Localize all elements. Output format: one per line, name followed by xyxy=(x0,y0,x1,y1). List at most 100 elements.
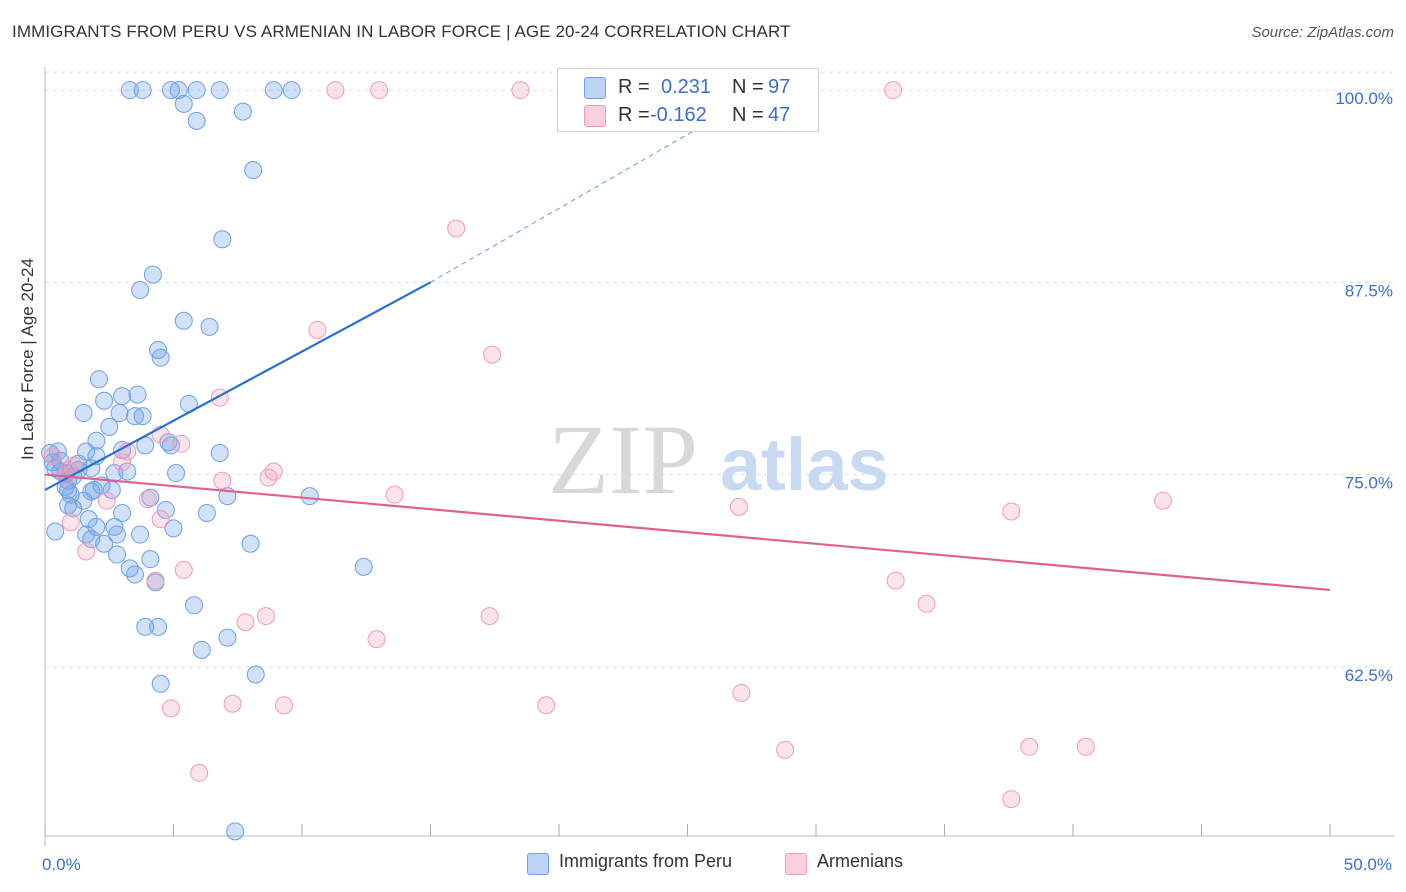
y-tick-label: 87.5% xyxy=(1345,281,1393,300)
armenian-point xyxy=(537,696,556,715)
peru-point xyxy=(151,348,170,367)
peru-point xyxy=(89,370,108,389)
source-credit: Source: ZipAtlas.com xyxy=(1251,24,1394,41)
peru-point xyxy=(241,534,260,553)
peru-point xyxy=(107,525,126,544)
peru-point xyxy=(197,504,216,523)
peru-point xyxy=(264,81,283,100)
armenian-point xyxy=(275,696,294,715)
trend-lines xyxy=(44,89,1331,592)
armenian-point xyxy=(97,491,116,510)
armenian-point xyxy=(1020,737,1039,756)
armenian-point xyxy=(236,613,255,632)
x-tick-label: 0.0% xyxy=(42,855,81,874)
peru-point xyxy=(133,407,152,426)
legend-r-label: R = xyxy=(618,76,650,98)
armenian-point xyxy=(138,490,157,509)
peru-point xyxy=(210,444,229,463)
peru-point xyxy=(233,102,252,121)
watermark-zip: ZIP xyxy=(548,404,698,515)
peru-point xyxy=(192,640,211,659)
armenian-point xyxy=(257,607,276,626)
peru-point xyxy=(125,565,144,584)
peru-point xyxy=(141,550,160,569)
peru-point xyxy=(74,404,93,423)
peru-point xyxy=(95,534,114,553)
peru-legend-swatch xyxy=(527,853,549,875)
armenian-swatch xyxy=(584,105,606,127)
armenian-point xyxy=(1002,502,1021,521)
peru-point xyxy=(79,510,98,529)
watermark-atlas: atlas xyxy=(720,423,889,506)
y-tick-label: 75.0% xyxy=(1345,474,1393,493)
peru-point xyxy=(128,385,147,404)
legend-row-peru: R = 0.231 N = 97 xyxy=(558,72,818,102)
peru-point xyxy=(143,265,162,284)
armenian-point xyxy=(190,763,209,782)
armenian-point xyxy=(308,320,327,339)
armenian-point xyxy=(483,345,502,364)
peru-point xyxy=(125,407,144,426)
peru-point xyxy=(187,81,206,100)
peru-points xyxy=(41,81,373,841)
peru-point xyxy=(149,617,168,636)
peru-point xyxy=(213,230,232,249)
armenian-point xyxy=(1153,491,1172,510)
armenian-point xyxy=(77,542,96,561)
legend-row-armenian: R = -0.162 N = 47 xyxy=(558,100,818,130)
peru-point xyxy=(200,317,219,336)
armenian-point xyxy=(259,468,278,487)
peru-point xyxy=(156,500,175,519)
peru-point xyxy=(131,525,150,544)
armenian-point xyxy=(151,510,170,529)
armenian-point xyxy=(113,453,132,472)
peru-point xyxy=(46,522,65,541)
armenian-point xyxy=(884,81,903,100)
peru-point xyxy=(174,94,193,113)
armenian-point xyxy=(447,219,466,238)
armenian-point xyxy=(732,683,751,702)
peru-point xyxy=(354,557,373,576)
peru-point xyxy=(113,504,132,523)
peru-point xyxy=(300,487,319,506)
y-tick-label: 62.5% xyxy=(1345,666,1393,685)
peru-point xyxy=(226,822,245,841)
peru-point xyxy=(100,417,119,436)
peru-point xyxy=(131,281,150,300)
armenian-legend-label: Armenians xyxy=(817,851,904,871)
peru-point xyxy=(218,628,237,647)
armenian-point xyxy=(917,594,936,613)
armenian-point xyxy=(1002,790,1021,809)
legend-n-label: N = xyxy=(732,104,764,126)
armenian-point xyxy=(776,740,795,759)
peru-point xyxy=(118,462,137,481)
peru-point xyxy=(174,311,193,330)
peru-legend-label: Immigrants from Peru xyxy=(559,851,733,871)
tick-labels: 100.0% 87.5% 75.0% 62.5% 0.0% 50.0% xyxy=(42,89,1393,874)
armenian-point xyxy=(161,699,180,718)
peru-point xyxy=(136,617,155,636)
armenian-point xyxy=(174,560,193,579)
legend-r-value: 0.231 xyxy=(661,76,712,98)
armenian-trend-line xyxy=(44,473,1331,592)
peru-point xyxy=(59,480,78,499)
peru-point xyxy=(169,81,188,100)
peru-swatch xyxy=(584,77,606,99)
armenian-point xyxy=(886,571,905,590)
x-tick-label: 50.0% xyxy=(1344,855,1392,874)
correlation-legend: R = 0.231 N = 97 R = -0.162 N = 47 xyxy=(557,68,819,132)
armenian-point xyxy=(729,497,748,516)
chart-title: IMMIGRANTS FROM PERU VS ARMENIAN IN LABO… xyxy=(12,22,791,41)
peru-point xyxy=(185,596,204,615)
peru-point xyxy=(282,81,301,100)
legend-n-label: N = xyxy=(732,76,764,98)
armenian-point xyxy=(223,694,242,713)
y-axis-title: In Labor Force | Age 20-24 xyxy=(18,258,37,460)
peru-point xyxy=(210,81,229,100)
peru-point xyxy=(95,391,114,410)
armenian-point xyxy=(146,571,165,590)
armenian-legend-swatch xyxy=(785,853,807,875)
peru-point xyxy=(107,545,126,564)
peru-point xyxy=(113,387,132,406)
